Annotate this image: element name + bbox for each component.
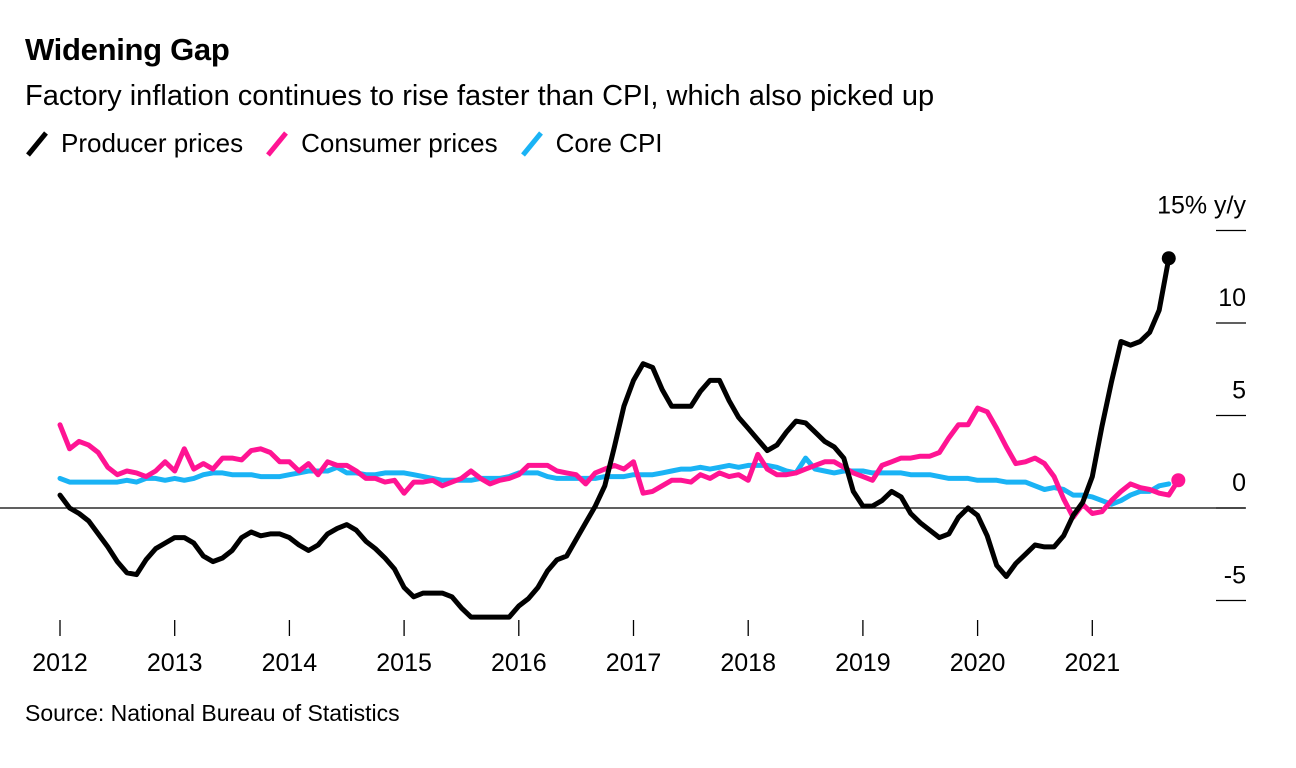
y-tick-label-2: 5 xyxy=(1232,377,1246,405)
legend-label-producer: Producer prices xyxy=(61,128,244,158)
x-tick-label-0: 2012 xyxy=(32,649,88,677)
x-tick-label-8: 2020 xyxy=(950,649,1006,677)
chart-title: Widening Gap xyxy=(25,32,230,67)
y-tick-label-3: 0 xyxy=(1232,469,1246,497)
y-tick-label-1: 10 xyxy=(1218,284,1246,312)
legend-swatch-core xyxy=(520,130,544,158)
legend-item-consumer: Consumer prices xyxy=(265,128,498,159)
x-tick-label-7: 2019 xyxy=(835,649,891,677)
x-tick-label-5: 2017 xyxy=(606,649,662,677)
legend-label-core: Core CPI xyxy=(555,128,663,158)
legend-swatch-consumer xyxy=(265,130,289,158)
legend-item-producer: Producer prices xyxy=(25,128,243,159)
series-line-consumer-prices xyxy=(57,405,1181,520)
x-tick-label-1: 2013 xyxy=(147,649,203,677)
legend: Producer prices Consumer prices Core CPI xyxy=(25,128,685,159)
series-line-core-cpi xyxy=(57,455,1172,507)
x-tick-label-6: 2018 xyxy=(720,649,776,677)
x-tick-label-3: 2015 xyxy=(376,649,432,677)
x-tick-label-4: 2016 xyxy=(491,649,547,677)
source-note: Source: National Bureau of Statistics xyxy=(25,700,400,726)
legend-label-consumer: Consumer prices xyxy=(301,128,498,158)
y-tick-label-0: 15% y/y xyxy=(1157,192,1246,220)
series-end-marker-consumer-prices xyxy=(1171,473,1186,488)
y-tick-label-4: -5 xyxy=(1224,562,1246,590)
legend-item-core: Core CPI xyxy=(520,128,663,159)
x-tick-label-2: 2014 xyxy=(262,649,318,677)
series-end-marker-producer-prices xyxy=(1161,251,1176,266)
series-line-producer-prices xyxy=(57,255,1172,620)
chart-subtitle: Factory inflation continues to rise fast… xyxy=(25,80,935,112)
x-tick-label-9: 2021 xyxy=(1064,649,1120,677)
legend-swatch-producer xyxy=(25,130,49,158)
